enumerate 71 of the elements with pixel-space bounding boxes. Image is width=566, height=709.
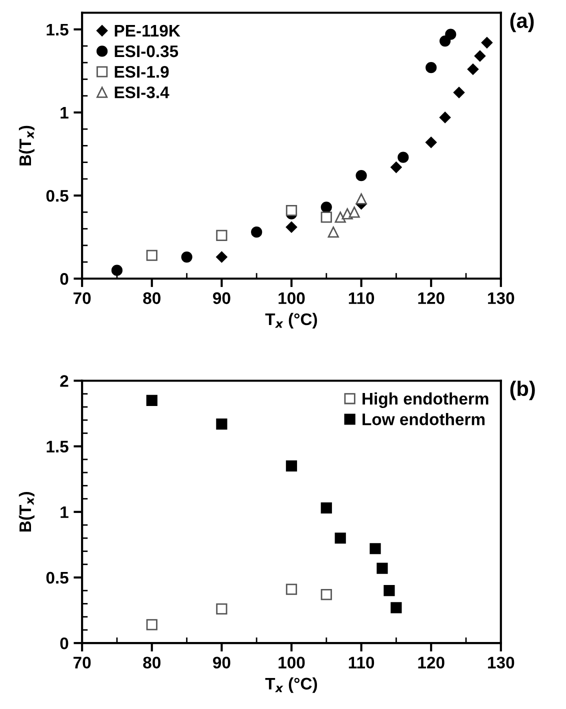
point [425, 136, 437, 148]
point [481, 37, 493, 48]
point [286, 204, 298, 216]
legend-label: High endotherm [362, 392, 488, 408]
point [390, 602, 402, 614]
y-tick-label: 0.5 [46, 190, 68, 202]
point [181, 251, 192, 263]
point [440, 35, 451, 47]
point [286, 222, 298, 233]
x-tick-label: 100 [278, 292, 305, 304]
point [453, 86, 465, 98]
point [445, 28, 456, 40]
point [370, 543, 381, 554]
x-tick-label: 70 [74, 656, 91, 668]
point [251, 226, 262, 238]
point [439, 112, 451, 124]
y-tick-label: 2 [60, 375, 68, 387]
point [216, 251, 228, 263]
point [426, 62, 437, 74]
legend-label: PE-119K [114, 24, 180, 37]
point [286, 584, 298, 595]
point [356, 170, 367, 182]
x-tick-label: 80 [143, 292, 160, 304]
x-tick-label: 130 [488, 292, 514, 304]
point [111, 264, 123, 276]
point [146, 394, 158, 406]
x-tick-label: 70 [74, 292, 91, 304]
x-tick-label: 80 [143, 656, 160, 668]
point [334, 532, 346, 544]
y-tick-label: 1.5 [46, 440, 68, 453]
y-tick-label: 1 [60, 107, 68, 119]
x-axis-title: T$_{x}$ (°C) [265, 312, 317, 328]
legend-label: ESI-3.4 [114, 86, 170, 98]
point [376, 562, 388, 574]
point [398, 152, 409, 163]
point [286, 460, 298, 472]
legend-label: ESI-0.35 [114, 45, 178, 58]
x-tick-label: 130 [488, 656, 514, 669]
x-tick-label: 100 [278, 656, 305, 668]
y-tick-label: 0 [60, 273, 68, 285]
legend-label: ESI-1.9 [114, 66, 169, 78]
x-axis-title: T$_{x}$ (°C) [265, 677, 317, 693]
y-tick-label: 0.5 [46, 572, 68, 584]
legend-label: Low endotherm [362, 413, 485, 426]
point [320, 502, 332, 514]
point [356, 193, 367, 204]
point [320, 212, 332, 223]
y-axis-title: B(T$_{x}$) [18, 492, 34, 532]
y-tick-label: 1 [60, 506, 68, 518]
point [146, 250, 158, 261]
point [216, 603, 228, 615]
x-tick-label: 110 [348, 292, 374, 304]
point [216, 230, 228, 241]
point [390, 162, 402, 173]
y-axis-title: B(T$_{x}$) [18, 126, 34, 166]
point [474, 50, 486, 62]
x-tick-label: 110 [348, 656, 374, 668]
point [320, 588, 332, 600]
y-tick-label: 0 [60, 637, 68, 650]
point [320, 202, 332, 213]
x-tick-label: 120 [418, 292, 444, 304]
x-tick-label: 90 [212, 656, 230, 668]
chart-title: (a) [510, 12, 534, 32]
x-tick-label: 90 [212, 292, 230, 304]
x-tick-label: 120 [418, 656, 444, 668]
y-tick-label: 1.5 [46, 24, 68, 36]
chart-title: (b) [510, 380, 535, 400]
point [146, 619, 158, 630]
point [216, 418, 228, 430]
point [467, 64, 479, 75]
point [384, 585, 395, 596]
